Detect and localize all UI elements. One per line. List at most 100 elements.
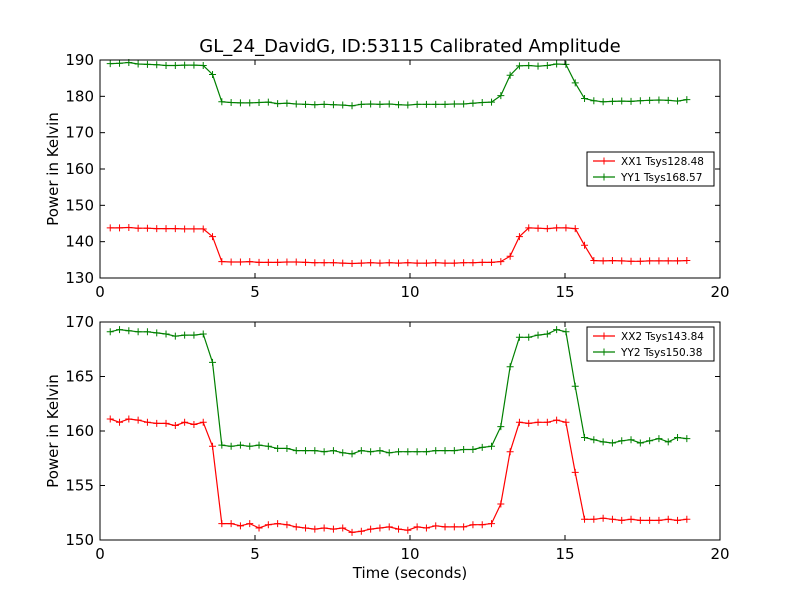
legend-label: XX2 Tsys143.84: [621, 331, 704, 343]
data-point: [357, 447, 365, 455]
legend-marker: [600, 332, 608, 340]
data-point: [543, 225, 551, 233]
data-point: [683, 435, 691, 443]
data-point: [376, 447, 384, 455]
data-point: [655, 435, 663, 443]
data-point: [134, 60, 142, 68]
data-point: [506, 252, 514, 260]
data-point: [562, 224, 570, 232]
data-point: [143, 328, 151, 336]
x-tick-label: 15: [555, 283, 574, 301]
y-tick-label: 150: [65, 196, 94, 214]
data-point: [106, 224, 114, 232]
data-point: [255, 441, 263, 449]
data-point: [376, 259, 384, 267]
series-2: [106, 59, 691, 110]
data-point: [209, 358, 217, 366]
data-point: [469, 446, 477, 454]
series-2: [106, 326, 691, 458]
data-point: [292, 100, 300, 108]
data-point: [478, 521, 486, 529]
data-point: [153, 329, 161, 337]
data-point: [571, 79, 579, 87]
data-point: [664, 96, 672, 104]
data-point: [302, 447, 310, 455]
data-point: [367, 448, 375, 456]
data-point: [618, 97, 626, 105]
data-point: [404, 526, 412, 534]
data-point: [385, 523, 393, 531]
data-point: [246, 442, 254, 450]
data-point: [441, 447, 449, 455]
data-point: [255, 258, 263, 266]
x-tick-label: 5: [250, 545, 260, 563]
data-point: [153, 419, 161, 427]
data-point: [450, 259, 458, 267]
data-point: [534, 224, 542, 232]
data-point: [311, 101, 319, 109]
data-point: [339, 449, 347, 457]
data-point: [608, 257, 616, 265]
legend-label: YY2 Tsys150.38: [620, 347, 702, 359]
data-point: [525, 333, 533, 341]
data-point: [450, 447, 458, 455]
data-point: [581, 95, 589, 103]
data-point: [357, 527, 365, 535]
data-point: [181, 61, 189, 69]
data-point: [143, 224, 151, 232]
data-point: [683, 257, 691, 265]
data-point: [236, 441, 244, 449]
data-point: [469, 259, 477, 267]
data-point: [404, 448, 412, 456]
data-point: [395, 259, 403, 267]
data-point: [134, 224, 142, 232]
data-point: [153, 61, 161, 69]
data-point: [311, 447, 319, 455]
data-point: [636, 516, 644, 524]
data-point: [264, 521, 272, 529]
data-point: [441, 100, 449, 108]
data-point: [209, 442, 217, 450]
data-point: [571, 382, 579, 390]
data-point: [283, 444, 291, 452]
data-point: [348, 102, 356, 110]
data-point: [618, 437, 626, 445]
data-point: [599, 438, 607, 446]
data-point: [478, 443, 486, 451]
data-point: [404, 101, 412, 109]
data-point: [432, 259, 440, 267]
data-point: [655, 257, 663, 265]
data-point: [339, 101, 347, 109]
data-point: [302, 100, 310, 108]
data-point: [274, 258, 282, 266]
data-point: [376, 100, 384, 108]
data-point: [367, 259, 375, 267]
data-point: [413, 259, 421, 267]
figure-title: GL_24_DavidG, ID:53115 Calibrated Amplit…: [199, 36, 620, 57]
data-point: [171, 422, 179, 430]
data-point: [599, 257, 607, 265]
data-point: [209, 71, 217, 79]
y-tick-label: 170: [65, 124, 94, 142]
data-point: [134, 416, 142, 424]
data-point: [395, 101, 403, 109]
data-point: [618, 257, 626, 265]
data-point: [608, 515, 616, 523]
data-point: [181, 418, 189, 426]
y-tick-label: 165: [65, 368, 94, 386]
data-point: [246, 99, 254, 107]
data-point: [506, 448, 514, 456]
data-point: [515, 333, 523, 341]
data-point: [571, 468, 579, 476]
data-point: [311, 259, 319, 267]
data-point: [227, 99, 235, 107]
data-point: [664, 257, 672, 265]
data-point: [143, 418, 151, 426]
data-point: [255, 524, 263, 532]
data-point: [181, 225, 189, 233]
data-point: [543, 418, 551, 426]
data-point: [608, 439, 616, 447]
data-point: [339, 259, 347, 267]
data-point: [683, 515, 691, 523]
data-point: [627, 515, 635, 523]
